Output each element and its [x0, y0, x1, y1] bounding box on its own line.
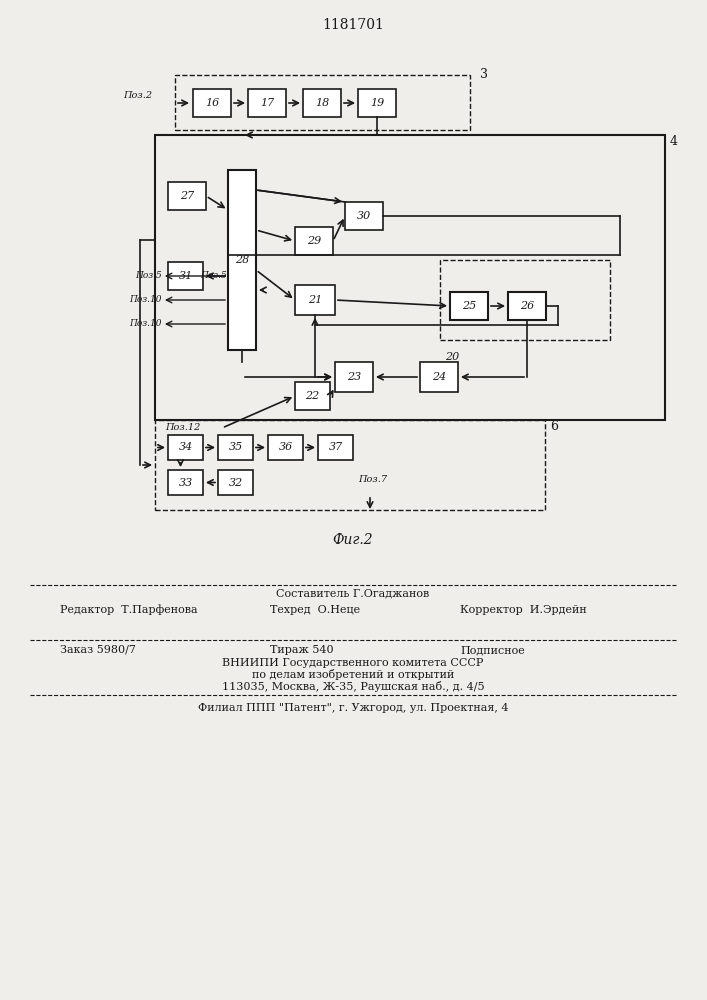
Text: 18: 18	[315, 98, 329, 108]
Text: по делам изобретений и открытий: по делам изобретений и открытий	[252, 670, 454, 680]
Text: Редактор  Т.Парфенова: Редактор Т.Парфенова	[60, 605, 198, 615]
Text: Поз.12: Поз.12	[165, 424, 200, 432]
Bar	[440, 260, 610, 340]
Text: Филиал ППП "Патент", г. Ужгород, ул. Проектная, 4: Филиал ППП "Патент", г. Ужгород, ул. Про…	[198, 703, 508, 713]
Text: Фиг.2: Фиг.2	[333, 533, 373, 547]
Text: Поз.10: Поз.10	[129, 296, 162, 304]
Bar	[303, 89, 341, 117]
Text: 34: 34	[178, 442, 192, 452]
Text: 22: 22	[305, 391, 320, 401]
Bar	[168, 470, 203, 495]
Text: 29: 29	[307, 236, 321, 246]
Bar	[168, 182, 206, 210]
Text: 16: 16	[205, 98, 219, 108]
Text: 113035, Москва, Ж-35, Раушская наб., д. 4/5: 113035, Москва, Ж-35, Раушская наб., д. …	[222, 682, 484, 692]
Bar	[168, 435, 203, 460]
Bar	[155, 420, 545, 510]
Text: Поз.10: Поз.10	[129, 320, 162, 328]
Bar	[218, 470, 253, 495]
Text: Поз.5: Поз.5	[135, 271, 162, 280]
Bar	[335, 362, 373, 392]
Bar	[168, 262, 203, 290]
Text: Техред  О.Неце: Техред О.Неце	[270, 605, 360, 615]
Bar	[318, 435, 353, 460]
Text: Поз.5: Поз.5	[200, 271, 227, 280]
Text: 26: 26	[520, 301, 534, 311]
Text: 19: 19	[370, 98, 384, 108]
Bar	[228, 170, 256, 350]
Text: Подписное: Подписное	[460, 645, 525, 655]
Text: 17: 17	[260, 98, 274, 108]
Text: 35: 35	[228, 442, 243, 452]
Text: 27: 27	[180, 191, 194, 201]
Text: ВНИИПИ Государственного комитета СССР: ВНИИПИ Государственного комитета СССР	[222, 658, 484, 668]
Text: 36: 36	[279, 442, 293, 452]
Text: Корректор  И.Эрдейн: Корректор И.Эрдейн	[460, 605, 587, 615]
Text: Заказ 5980/7: Заказ 5980/7	[60, 645, 136, 655]
Text: 33: 33	[178, 478, 192, 488]
Bar	[175, 75, 470, 130]
Text: 31: 31	[178, 271, 192, 281]
Text: 1181701: 1181701	[322, 18, 384, 32]
Bar	[218, 435, 253, 460]
Bar	[295, 285, 335, 315]
Bar	[295, 227, 333, 255]
Text: 6: 6	[550, 420, 558, 433]
Bar	[420, 362, 458, 392]
Bar	[295, 382, 330, 410]
Text: 24: 24	[432, 372, 446, 382]
Bar	[358, 89, 396, 117]
Text: 4: 4	[670, 135, 678, 148]
Text: 32: 32	[228, 478, 243, 488]
Bar	[268, 435, 303, 460]
Text: 25: 25	[462, 301, 476, 311]
Bar	[345, 202, 383, 230]
Bar	[248, 89, 286, 117]
Bar	[155, 135, 665, 420]
Text: Составитель Г.Огаджанов: Составитель Г.Огаджанов	[276, 588, 430, 598]
Text: Тираж 540: Тираж 540	[270, 645, 334, 655]
Text: 20: 20	[445, 352, 460, 362]
Text: 30: 30	[357, 211, 371, 221]
Bar	[450, 292, 488, 320]
Bar	[193, 89, 231, 117]
Text: Поз.7: Поз.7	[358, 476, 387, 485]
Text: 21: 21	[308, 295, 322, 305]
Text: 28: 28	[235, 255, 249, 265]
Text: 23: 23	[347, 372, 361, 382]
Text: 37: 37	[328, 442, 343, 452]
Bar	[508, 292, 546, 320]
Text: 3: 3	[480, 68, 488, 82]
Text: Поз.2: Поз.2	[123, 91, 152, 100]
